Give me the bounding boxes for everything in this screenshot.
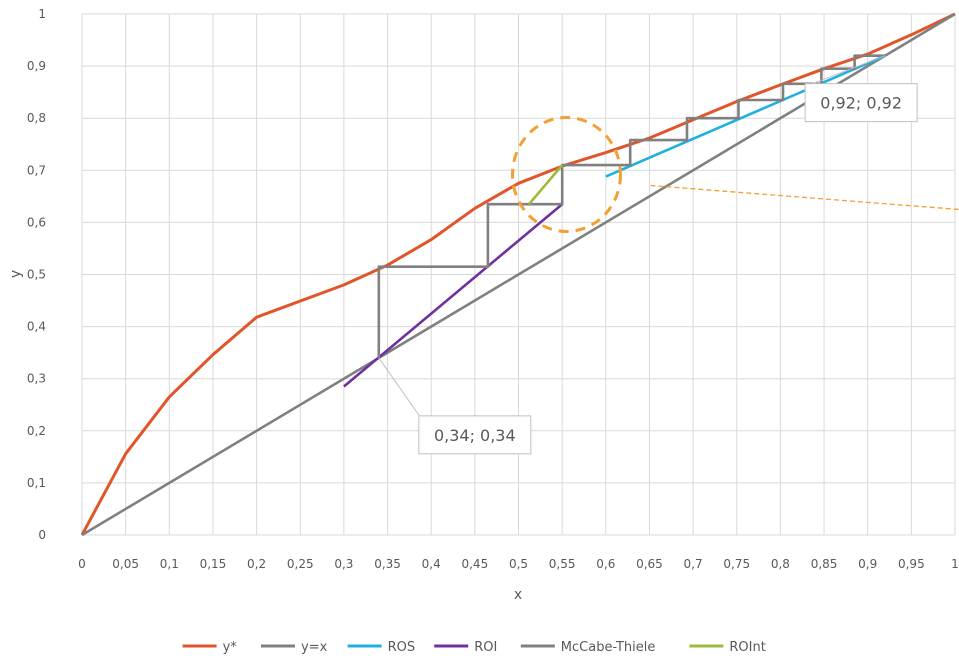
legend-label-mccabe-thiele: McCabe-Thiele — [561, 640, 656, 655]
callout-box — [804, 83, 918, 123]
annotations: 0,34; 0,34 0,92; 0,92 — [378, 55, 959, 455]
x-tick-label: 0,4 — [422, 557, 441, 571]
callout-leader — [806, 55, 886, 87]
series-line-roi — [343, 203, 564, 388]
y-axis-label: y — [8, 270, 24, 278]
legend-label-roi: ROI — [474, 640, 497, 655]
legend-label-roint: ROInt — [729, 640, 765, 655]
series-line-mccabe-thiele — [377, 54, 886, 358]
y-tick-label: 1 — [38, 7, 46, 21]
x-tick-label: 0 — [78, 557, 86, 571]
x-tick-label: 0,6 — [596, 557, 615, 571]
x-tick-label: 1 — [951, 557, 959, 571]
x-tick-label: 0,75 — [723, 557, 750, 571]
data-label: 0,34; 0,34 — [434, 426, 516, 445]
x-tick-label: 0,65 — [636, 557, 663, 571]
x-tick-label: 0,95 — [898, 557, 925, 571]
x-tick-label: 0,7 — [684, 557, 703, 571]
x-tick-label: 0,5 — [509, 557, 528, 571]
y-tick-label: 0,4 — [27, 320, 46, 334]
callout-leader — [378, 357, 422, 419]
grid — [81, 13, 956, 536]
data-label: 0,92; 0,92 — [820, 94, 902, 113]
y-tick-label: 0 — [38, 528, 46, 542]
x-tick-label: 0,9 — [858, 557, 877, 571]
legend: y* y=x ROS ROI McCabe-Thiele ROInt — [182, 640, 766, 655]
x-axis-label: x — [514, 587, 522, 603]
legend-label-y: y* — [223, 640, 238, 655]
x-tick-label: 0,55 — [549, 557, 576, 571]
y-tick-label: 0,3 — [27, 372, 46, 386]
highlight-leader-line — [650, 184, 959, 211]
callout-box — [418, 415, 532, 455]
series-line-roint — [528, 164, 564, 206]
x-tick-label: 0,1 — [160, 557, 179, 571]
y-tick-label: 0,9 — [27, 59, 46, 73]
y-tick-label: 0,2 — [27, 424, 46, 438]
legend-label-ros: ROS — [388, 640, 416, 655]
axes: 0 0,05 0,1 0,15 0,2 0,25 0,3 0,35 0,4 0,45 0,5 0,55… — [27, 7, 959, 571]
y-tick-label: 0,1 — [27, 476, 46, 490]
series-line-y — [80, 12, 956, 536]
x-tick-label: 0,2 — [247, 557, 266, 571]
highlight-circle — [511, 115, 623, 233]
x-tick-label: 0,05 — [112, 557, 139, 571]
x-tick-label: 0,15 — [200, 557, 227, 571]
series-line-ros — [605, 54, 886, 178]
x-tick-label: 0,3 — [334, 557, 353, 571]
y-tick-label: 0,6 — [27, 215, 46, 229]
y-tick-label: 0,8 — [27, 111, 46, 125]
x-tick-label: 0,85 — [811, 557, 838, 571]
x-tick-label: 0,8 — [771, 557, 790, 571]
x-tick-label: 0,45 — [461, 557, 488, 571]
x-tick-label: 0,35 — [374, 557, 401, 571]
legend-label-y-x: y=x — [301, 640, 328, 655]
y-tick-label: 0,7 — [27, 163, 46, 177]
x-tick-label: 0,25 — [287, 557, 314, 571]
y-tick-label: 0,5 — [27, 268, 46, 282]
